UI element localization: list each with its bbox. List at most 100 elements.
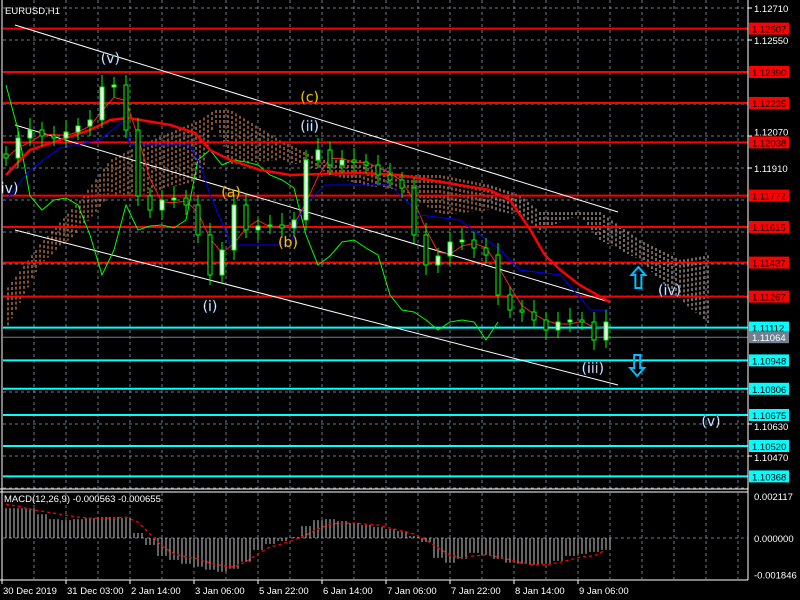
candle-body — [339, 159, 345, 166]
time-tick-label: 8 Jan 14:00 — [515, 586, 565, 597]
chart-title: EURUSD,H1 — [5, 6, 60, 17]
resistance-tag — [749, 189, 789, 202]
wave-label: (c) — [300, 90, 319, 106]
candle-body — [267, 224, 273, 227]
candle-body — [195, 204, 201, 236]
candle-body — [399, 179, 405, 189]
wave-label: (iii) — [582, 361, 605, 377]
candle-body — [567, 319, 573, 323]
candle-body — [507, 294, 513, 311]
wave-label: (a) — [221, 185, 241, 201]
candle-body — [279, 224, 285, 229]
candle-body — [207, 234, 213, 276]
macd-label: MACD(12,26,9) -0.000563 -0.000655 — [4, 494, 161, 505]
channel-trendline — [14, 124, 610, 303]
arrow-down-icon — [627, 354, 647, 378]
candle-body — [363, 161, 369, 166]
candle-body — [531, 311, 537, 321]
candle-body — [519, 309, 525, 313]
candle-body — [51, 135, 57, 139]
time-axis: 30 Dec 2019 31 Dec 03:00 2 Jan 14:00 3 Jan … — [1, 580, 629, 597]
candle-body — [447, 241, 453, 257]
macd-panel — [1, 503, 748, 572]
time-tick-label: 6 Jan 14:00 — [323, 586, 373, 597]
time-tick-label: 7 Jan 06:00 — [387, 586, 437, 597]
candle-body — [3, 153, 9, 159]
candle-body — [375, 164, 381, 176]
candle-body — [411, 187, 417, 236]
trendlines — [14, 24, 619, 386]
candle-body — [327, 149, 333, 166]
support-price: 1.10675 — [752, 411, 786, 422]
price-axis: 1.12607 1.12390 1.12235 1.12038 1.11772 1.116… — [748, 4, 797, 582]
candle-body — [315, 149, 321, 161]
candle-body — [351, 159, 357, 163]
candle-body — [459, 239, 465, 243]
resistance-tag — [749, 22, 789, 35]
candle-body — [579, 319, 585, 323]
price-tick-label: 1.12070 — [754, 127, 788, 138]
candle-body — [27, 129, 33, 139]
resistance-price: 1.12607 — [752, 25, 786, 36]
candle-body — [435, 255, 441, 266]
support-price: 1.10806 — [752, 385, 786, 396]
support-price: 1.10368 — [752, 472, 786, 483]
horizontal-levels — [3, 27, 748, 478]
candle-body — [231, 204, 237, 251]
support-tag — [749, 409, 789, 421]
wave-label: (iv) — [658, 283, 681, 299]
price-tick-label: 1.12550 — [754, 36, 788, 47]
candle-body — [63, 131, 69, 139]
time-tick-label: 5 Jan 22:00 — [259, 586, 309, 597]
time-tick-label: 2 Jan 14:00 — [131, 586, 181, 597]
wave-labels: (v) (c) (ii) iv) (a) (b) (i) (iii) (iv) (v) — [1, 51, 721, 430]
support-tag — [749, 440, 789, 452]
candle-body — [87, 119, 93, 127]
candle-body — [219, 249, 225, 276]
time-tick-label: 31 Dec 03:00 — [67, 586, 124, 597]
channel-trendline — [14, 229, 619, 386]
candle-body — [243, 204, 249, 231]
support-tag — [749, 321, 789, 334]
candle-body — [75, 125, 81, 133]
wave-label: (i) — [203, 299, 218, 315]
wave-label: (v) — [101, 51, 120, 67]
macd-axis-label: 0.000000 — [754, 534, 794, 545]
channel-trendline — [14, 24, 619, 213]
wave-label: (v) — [701, 414, 720, 430]
candle-body — [423, 234, 429, 266]
support-price: 1.10520 — [752, 442, 786, 453]
candle-body — [387, 174, 393, 181]
candle-body — [135, 129, 141, 197]
time-tick-label: 30 Dec 2019 — [3, 586, 57, 597]
current-price-tag — [749, 331, 789, 344]
wave-label: iv) — [1, 181, 19, 197]
candle-body — [255, 225, 261, 231]
resistance-tag — [749, 97, 789, 109]
support-tag — [749, 382, 789, 395]
price-tick-label: 1.10470 — [754, 453, 788, 464]
time-tick-label: 7 Jan 22:00 — [451, 586, 501, 597]
resistance-price: 1.12390 — [752, 68, 786, 79]
price-tick-label: 1.12710 — [754, 4, 788, 15]
time-tick-label: 3 Jan 06:00 — [195, 586, 245, 597]
resistance-tag — [749, 66, 789, 78]
support-price: 1.10948 — [752, 356, 786, 367]
candle-body — [555, 321, 561, 331]
candle-body — [483, 247, 489, 256]
resistance-tag — [749, 290, 789, 303]
candle-body — [183, 197, 189, 206]
candle-body — [159, 199, 165, 211]
resistance-price: 1.11772 — [752, 192, 786, 203]
arrow-up-icon — [629, 265, 648, 289]
candle-body — [603, 321, 609, 341]
macd-axis-label: 0.002117 — [754, 492, 793, 503]
time-tick-label: 9 Jan 06:00 — [579, 586, 629, 597]
current-price-price: 1.11064 — [752, 333, 786, 344]
chikou-line — [5, 84, 499, 341]
resistance-price: 1.11267 — [752, 293, 786, 304]
candle-body — [303, 159, 309, 221]
resistance-tag — [749, 221, 789, 233]
price-tick-label: 1.10630 — [754, 422, 788, 433]
